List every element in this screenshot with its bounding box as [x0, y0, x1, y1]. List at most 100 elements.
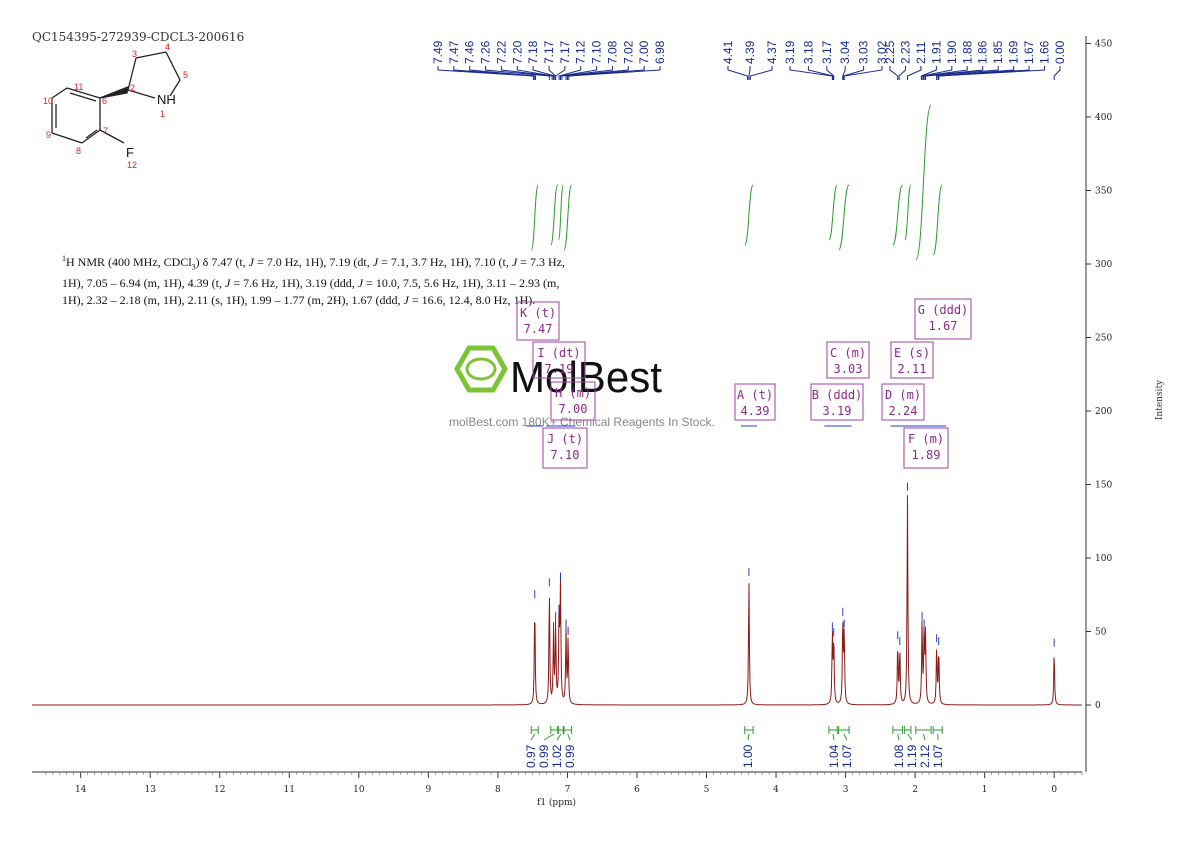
atom-num-2: 2 — [130, 83, 135, 93]
y-tick-label: 100 — [1095, 554, 1112, 564]
peak-connector — [921, 66, 953, 80]
integral-connector — [922, 733, 926, 741]
peak-label: 3.02 — [875, 40, 889, 64]
peak-label: 7.17 — [542, 40, 556, 64]
atom-num-10: 10 — [43, 96, 53, 106]
nmr-description-line: 1H NMR (400 MHz, CDCl3) δ 7.47 (t, J = 7… — [62, 254, 565, 272]
integral-curve — [550, 184, 559, 246]
multiplet-label: I (dt) — [537, 346, 580, 360]
integral-value: 1.00 — [741, 744, 755, 768]
integral-connector — [907, 733, 913, 741]
x-tick-label: 12 — [214, 785, 225, 795]
multiplet-label: G (ddd) — [918, 303, 969, 317]
multiplet-shift: 1.89 — [912, 448, 941, 462]
peak-connector — [437, 66, 534, 80]
atom-num-3: 3 — [132, 49, 137, 59]
atom-num-9: 9 — [46, 130, 51, 140]
integral-value: 0.99 — [537, 744, 551, 768]
x-tick-label: 6 — [634, 785, 640, 795]
spectrum-line — [32, 495, 1082, 706]
x-tick-label: 13 — [144, 785, 156, 795]
peak-label: 4.39 — [743, 40, 757, 64]
multiplet-box — [914, 298, 972, 340]
peak-connector — [842, 66, 865, 80]
peak-connector — [559, 66, 598, 80]
multiplet-label: F (m) — [908, 432, 944, 446]
peak-connector — [727, 66, 749, 80]
integral-curves — [530, 104, 943, 261]
multiplet-box — [810, 383, 864, 421]
peak-connector — [558, 66, 582, 80]
peak-label: 0.00 — [1053, 40, 1067, 64]
peak-label: 1.91 — [929, 40, 943, 64]
integral-curve — [557, 184, 564, 241]
peak-connector — [843, 66, 883, 80]
integral-connector — [530, 733, 536, 741]
peak-label: 1.88 — [960, 40, 974, 64]
peak-label: 2.25 — [883, 40, 897, 64]
peak-label: 3.18 — [801, 40, 815, 64]
axes: 14 13 12 11 10 9 8 7 6 5 4 3 2 1 005010015020025030035… — [32, 36, 1112, 795]
integral-curve — [892, 184, 904, 246]
peak-connector — [924, 66, 984, 80]
peak-label: 6.98 — [653, 40, 667, 64]
peak-label: 7.02 — [621, 40, 635, 64]
y-tick-label: 0 — [1095, 701, 1101, 711]
atom-num-1: 1 — [160, 109, 165, 119]
integral-value: 1.02 — [550, 744, 564, 768]
multiplet-shift: 7.19 — [545, 362, 574, 376]
peak-label: 7.26 — [479, 40, 493, 64]
peak-connector — [906, 66, 922, 80]
atom-num-4: 4 — [165, 42, 170, 52]
watermark-tagline: molBest.com 180K+ Chemical Reagents In S… — [449, 415, 715, 429]
integrals: 0.97 0.99 1.02 0.99 1.00 1.04 1.07 1.08 1.19 2.12… — [524, 726, 945, 768]
atom-num-7: 7 — [103, 126, 108, 136]
multiplet-label: K (t) — [520, 306, 556, 320]
multiplet-box — [516, 301, 560, 341]
peak-label: 3.04 — [838, 40, 852, 64]
peak-label: 3.17 — [820, 40, 834, 64]
multiplet-shift: 3.03 — [834, 362, 863, 376]
peak-label: 7.18 — [526, 40, 540, 64]
y-tick-label: 350 — [1095, 187, 1112, 197]
peak-connector — [555, 66, 566, 80]
peak-label: 2.23 — [898, 40, 912, 64]
peak-connector — [561, 66, 613, 80]
integral-connector — [832, 733, 835, 741]
peak-connector — [826, 66, 835, 80]
peak-connector — [516, 66, 555, 80]
x-tick-label: 11 — [284, 785, 295, 795]
nmr-description-line: 1H), 2.32 – 2.18 (m, 1H), 2.11 (s, 1H), … — [62, 293, 536, 308]
y-tick-label: 300 — [1095, 260, 1112, 270]
peak-label: 1.90 — [945, 40, 959, 64]
peak-connector — [565, 66, 629, 80]
integral-connector — [567, 733, 571, 741]
peak-connector — [568, 66, 661, 80]
peak-label: 3.19 — [783, 40, 797, 64]
multiplet-box — [881, 383, 925, 421]
peak-labels: 7.49 7.47 7.46 7.26 7.22 7.20 7.18 7.17 7.17 7.12… — [431, 40, 1067, 80]
peak-connector — [789, 66, 833, 80]
peak-connector — [922, 66, 968, 80]
peak-label: 1.86 — [976, 40, 990, 64]
peak-connector — [500, 66, 553, 80]
atom-num-5: 5 — [183, 70, 188, 80]
peak-connector — [842, 66, 846, 80]
molbest-logo-icon — [454, 345, 508, 393]
peak-connector — [936, 66, 1015, 80]
multiplet-box — [826, 341, 870, 379]
peak-label: 1.85 — [991, 40, 1005, 64]
peak-label: 1.66 — [1038, 40, 1052, 64]
y-tick-label: 250 — [1095, 334, 1112, 344]
peak-connector — [469, 66, 536, 80]
integral-value: 1.19 — [905, 744, 919, 768]
integral-value: 1.08 — [892, 744, 906, 768]
multiplet-label: B (ddd) — [812, 388, 863, 402]
peak-connector — [485, 66, 550, 80]
peak-label: 7.22 — [494, 40, 508, 64]
integral-connector — [843, 733, 848, 741]
peak-label: 7.49 — [431, 40, 445, 64]
integral-value: 0.97 — [524, 744, 538, 768]
peak-connector — [920, 66, 937, 80]
